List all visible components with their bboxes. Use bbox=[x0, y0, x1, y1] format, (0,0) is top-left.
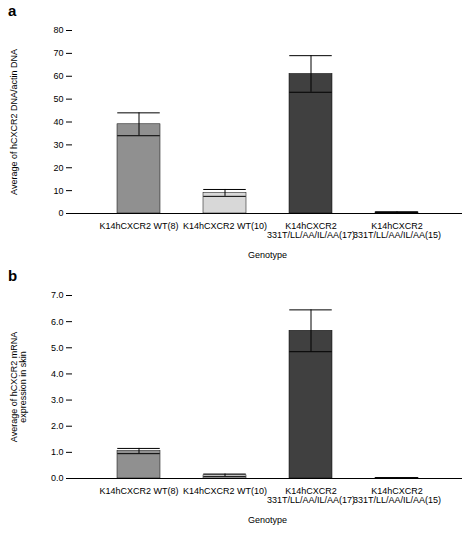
svg-text:40: 40 bbox=[53, 117, 63, 127]
svg-text:Average of hCXCR2 DNA/actin DN: Average of hCXCR2 DNA/actin DNA bbox=[9, 49, 19, 195]
svg-text:Genotype: Genotype bbox=[248, 250, 287, 260]
svg-text:K14hCXCR2 WT(8): K14hCXCR2 WT(8) bbox=[99, 486, 178, 496]
svg-text:1.0: 1.0 bbox=[51, 447, 64, 457]
svg-text:K14hCXCR2331T/LL/AA/IL/AA(15): K14hCXCR2331T/LL/AA/IL/AA(15) bbox=[353, 221, 441, 240]
svg-text:0: 0 bbox=[58, 208, 63, 218]
html-text:a: a bbox=[8, 2, 17, 19]
html-text:b: b bbox=[8, 267, 18, 284]
svg-text:K14hCXCR2 WT(10): K14hCXCR2 WT(10) bbox=[183, 486, 267, 496]
svg-text:K14hCXCR2331T/LL/AA/IL/AA(17): K14hCXCR2331T/LL/AA/IL/AA(17) bbox=[267, 221, 355, 240]
svg-text:50: 50 bbox=[53, 94, 63, 104]
svg-text:K14hCXCR2 WT(8): K14hCXCR2 WT(8) bbox=[99, 221, 178, 231]
svg-text:10: 10 bbox=[53, 186, 63, 196]
svg-text:20: 20 bbox=[53, 163, 63, 173]
svg-text:Average of hCXCR2 mRNAexpressi: Average of hCXCR2 mRNAexpression in skin bbox=[9, 332, 28, 442]
svg-text:K14hCXCR2 WT(10): K14hCXCR2 WT(10) bbox=[183, 221, 267, 231]
svg-text:3.0: 3.0 bbox=[51, 395, 64, 405]
svg-text:80: 80 bbox=[53, 25, 63, 35]
svg-text:60: 60 bbox=[53, 71, 63, 81]
svg-text:Genotype: Genotype bbox=[248, 515, 287, 525]
svg-text:K14hCXCR2331T/LL/AA/IL/AA(17): K14hCXCR2331T/LL/AA/IL/AA(17) bbox=[267, 486, 355, 505]
svg-text:7.0: 7.0 bbox=[51, 290, 64, 300]
svg-text:70: 70 bbox=[53, 48, 63, 58]
svg-text:K14hCXCR2331T/LL/AA/IL/AA(15): K14hCXCR2331T/LL/AA/IL/AA(15) bbox=[353, 486, 441, 505]
svg-text:30: 30 bbox=[53, 140, 63, 150]
svg-text:6.0: 6.0 bbox=[51, 317, 64, 327]
svg-text:5.0: 5.0 bbox=[51, 343, 64, 353]
svg-text:0.0: 0.0 bbox=[51, 473, 64, 483]
svg-text:4.0: 4.0 bbox=[51, 369, 64, 379]
svg-text:2.0: 2.0 bbox=[51, 421, 64, 431]
